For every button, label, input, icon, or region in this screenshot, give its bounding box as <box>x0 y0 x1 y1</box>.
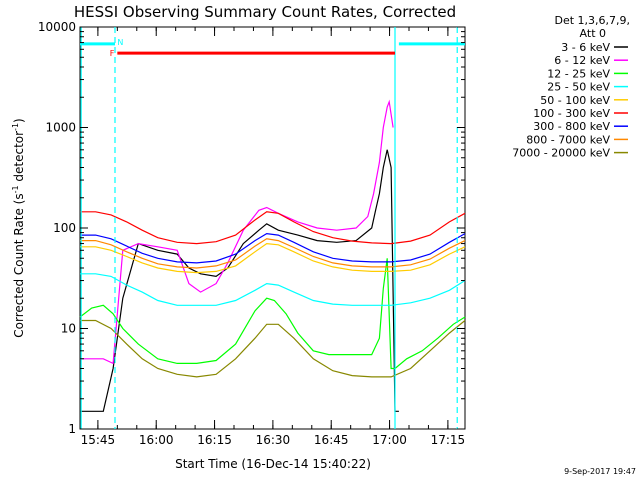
y-axis-label: Corrected Count Rate (s-1 detector-1) <box>11 118 26 337</box>
series-line <box>80 211 466 245</box>
x-tick-label: 16:45 <box>314 433 349 447</box>
legend-header-1: Det 1,3,6,7,9, <box>554 14 630 27</box>
y-axis-label-mid: detector <box>12 131 26 186</box>
y-axis-label-main: Corrected Count Rate (s <box>12 193 26 337</box>
series-line <box>80 232 466 264</box>
series-line <box>80 238 466 269</box>
legend-label: 12 - 25 keV <box>547 67 610 80</box>
x-axis-label: Start Time (16-Dec-14 15:40:22) <box>175 457 371 471</box>
series-layer <box>79 99 466 412</box>
legend-label: 3 - 6 keV <box>561 41 610 54</box>
x-tick-label: 16:15 <box>197 433 232 447</box>
legend-label: 25 - 50 keV <box>547 81 610 94</box>
legend-label: 100 - 300 keV <box>533 107 610 120</box>
series-line <box>80 319 466 378</box>
legend-label: 6 - 12 keV <box>554 54 610 67</box>
legend-label: 800 - 7000 keV <box>526 133 610 146</box>
series-line <box>80 149 399 412</box>
legend-header-2: Att 0 <box>580 27 606 40</box>
x-axis: 15:45 16:00 16:15 16:30 16:45 17:00 17:15 <box>81 27 466 447</box>
legend-label: 7000 - 20000 keV <box>512 147 610 160</box>
flare-bar-label: F <box>110 49 115 58</box>
x-tick-label: 16:30 <box>256 433 291 447</box>
chart-title: HESSI Observing Summary Count Rates, Cor… <box>74 3 456 21</box>
night-bar-label: N <box>117 38 123 47</box>
y-axis-label-sup2: -1 <box>11 123 20 131</box>
series-line <box>80 242 466 274</box>
y-tick-label: 100 <box>53 221 76 235</box>
series-line <box>80 99 394 365</box>
timestamp: 9-Sep-2017 19:47 <box>564 467 636 476</box>
y-axis-label-sup1: -1 <box>11 185 20 193</box>
y-tick-label: 10000 <box>38 20 76 34</box>
y-tick-label: 1 <box>68 422 76 436</box>
legend-label: 300 - 800 keV <box>533 120 610 133</box>
x-tick-label: 17:15 <box>431 433 466 447</box>
x-tick-label: 15:45 <box>81 433 116 447</box>
y-axis-label-end: ) <box>12 118 26 123</box>
legend-label: 50 - 100 keV <box>540 94 610 107</box>
y-tick-label: 1000 <box>45 121 76 135</box>
series-line <box>79 258 466 370</box>
x-tick-label: 17:00 <box>372 433 407 447</box>
x-tick-label: 16:00 <box>139 433 174 447</box>
series-line <box>80 273 466 306</box>
y-axis: 1 10 100 1000 10000 <box>38 20 465 436</box>
y-tick-label: 10 <box>61 322 76 336</box>
